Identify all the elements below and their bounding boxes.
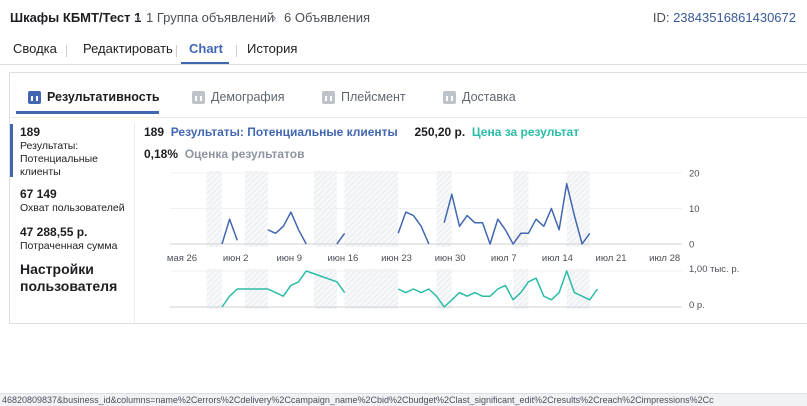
legend-results-label[interactable]: Результаты: Потенциальные клиенты [170, 125, 398, 139]
metric-spend-value[interactable]: 47 288,55 р. [20, 225, 88, 239]
x-tick-label: мая 26 [167, 253, 197, 264]
results-line [221, 218, 239, 245]
placement-icon [322, 90, 335, 104]
inactive-band-bottom [344, 269, 399, 309]
main-tabs: Сводка Редактировать Chart История [0, 38, 807, 66]
x-tick-label: июн 2 [223, 253, 249, 264]
subtab-performance-label: Результативность [47, 90, 160, 104]
x-tick-label: июн 30 [435, 253, 466, 264]
tab-active-indicator [181, 62, 229, 65]
y-tick-label-bottom: 1,00 тыс. р. [689, 264, 739, 275]
object-id-value[interactable]: 23843516861430672 [673, 10, 796, 25]
x-tick-label: июн 9 [276, 253, 302, 264]
chevron-right-icon: › [272, 10, 277, 25]
status-url: 46820809837&business_id&columns=name%2Ce… [0, 393, 807, 406]
x-tick-label: июл 21 [596, 253, 627, 264]
tab-edit[interactable]: Редактировать [83, 41, 173, 56]
header: Шкафы КБМТ/Тест 1 › 1 Группа объявлений … [10, 8, 800, 28]
metric-results-value[interactable]: 189 [20, 125, 41, 139]
performance-chart: 20 10 0 1,00 тыс. р. 0 р. мая 26 июн 2 июн 9 июн… [167, 169, 739, 312]
results-line [267, 211, 307, 245]
object-id: ID: 23843516861430672 [652, 10, 796, 25]
metric-results-label[interactable]: Результаты: Потенциальные клиенты [20, 140, 98, 178]
subtab-performance[interactable]: Результативность [28, 81, 160, 113]
breadcrumb-campaign[interactable]: Шкафы КБМТ/Тест 1 [10, 10, 142, 25]
x-tick-label: июл 7 [491, 253, 517, 264]
y-tick-label-bottom: 0 р. [689, 300, 705, 311]
tab-chart[interactable]: Chart [189, 41, 223, 56]
delivery-icon [443, 90, 456, 104]
chart-legend-secondary: 0,18% Оценка результатов [144, 147, 304, 161]
legend-cost-value: 250,20 р. [414, 125, 466, 139]
y-tick-label-top: 10 [689, 204, 700, 215]
legend-results-value: 189 [144, 125, 165, 139]
inactive-band-bottom [566, 269, 590, 309]
customize-settings-link[interactable]: Настройки пользователя [20, 261, 118, 294]
chart-panel: Результативность Демография Плейсмент До… [9, 72, 807, 324]
subtabs-divider-line [10, 117, 807, 118]
breadcrumb-adset[interactable]: 1 Группа объявлений [146, 10, 275, 25]
y-tick-label-top: 0 [689, 240, 694, 251]
x-tick-label: июл 28 [649, 253, 680, 264]
results-line [336, 232, 346, 245]
subtab-active-indicator [16, 111, 159, 114]
demography-icon [192, 90, 205, 104]
subtab-placement-label: Плейсмент [341, 90, 406, 104]
subtab-delivery[interactable]: Доставка [443, 81, 516, 113]
results-line [443, 182, 591, 245]
legend-cost-label[interactable]: Цена за результат [471, 125, 580, 139]
chart-legend: 189 Результаты: Потенциальные клиенты 25… [144, 125, 579, 139]
tab-history[interactable]: История [247, 41, 298, 56]
tab-summary[interactable]: Сводка [13, 41, 57, 56]
inactive-band-bottom [206, 269, 222, 309]
subtab-placement[interactable]: Плейсмент [322, 81, 406, 113]
subtab-demography-label: Демография [211, 90, 285, 104]
metrics-list: 189 Результаты: Потенциальные клиенты 67… [10, 123, 132, 323]
tab-divider [176, 45, 177, 57]
tab-divider [66, 45, 67, 57]
metric-reach-value[interactable]: 67 149 [20, 187, 57, 201]
subtab-delivery-label: Доставка [462, 90, 516, 104]
legend-rate-label[interactable]: Оценка результатов [184, 147, 305, 161]
metric-reach-label[interactable]: Охват пользователей [20, 202, 125, 214]
subtab-demography[interactable]: Демография [192, 81, 284, 113]
cost-line [397, 270, 599, 308]
legend-rate-value: 0,18% [144, 147, 179, 161]
inactive-band-bottom [436, 269, 452, 309]
bar-chart-icon [28, 90, 41, 104]
tab-divider [236, 45, 237, 57]
cost-line [221, 270, 346, 308]
x-tick-label: июн 16 [327, 253, 358, 264]
inactive-band-bottom [513, 269, 529, 309]
metrics-divider [134, 123, 135, 323]
x-tick-label: июн 23 [381, 253, 412, 264]
x-tick-label: июл 14 [542, 253, 573, 264]
chart-subtabs: Результативность Демография Плейсмент До… [16, 81, 796, 113]
metric-spend-label[interactable]: Потраченная сумма [20, 240, 118, 252]
y-tick-label-top: 20 [689, 169, 700, 180]
results-line [397, 211, 430, 245]
breadcrumb-ads[interactable]: 6 Объявления [284, 10, 371, 25]
metric-selected-indicator [10, 124, 13, 177]
tabs-divider-line [0, 64, 807, 65]
chevron-right-icon: › [136, 10, 141, 25]
